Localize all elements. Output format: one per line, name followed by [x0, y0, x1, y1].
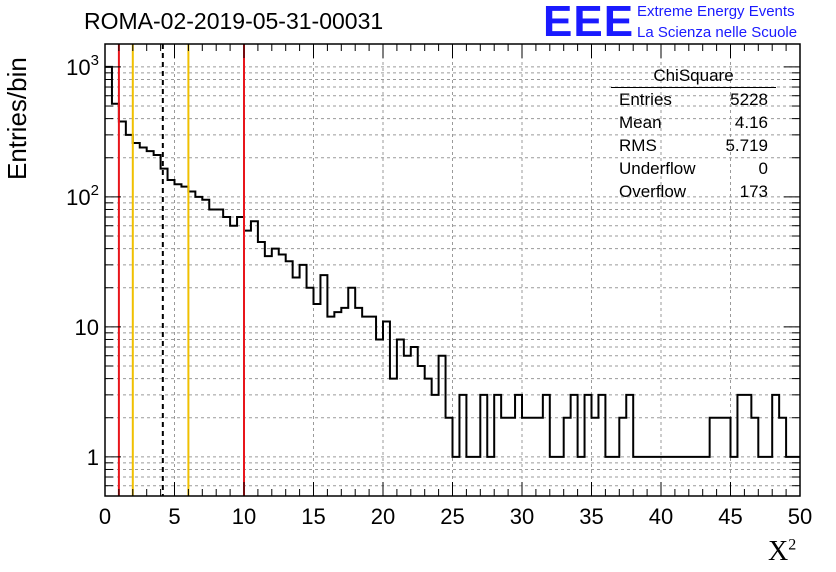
stats-row-entries: Entries 5228	[611, 88, 776, 111]
x-axis-ticks: 0 5 10 15 20 25 30 35 40 45 50	[99, 44, 812, 529]
y-tick-label: 10	[75, 315, 99, 340]
stats-value: 173	[739, 182, 768, 201]
stats-label: Entries	[619, 90, 672, 109]
stats-label: Mean	[619, 113, 662, 132]
x-tick-label: 5	[168, 504, 180, 529]
x-axis-label-base: X	[768, 536, 789, 567]
stats-row-overflow: Overflow 173	[611, 180, 776, 203]
stats-value: 0	[758, 159, 768, 178]
stats-label: Underflow	[619, 159, 696, 178]
stats-value: 5.719	[725, 136, 768, 155]
eee-logo: EEE	[543, 0, 635, 46]
histogram-series	[105, 65, 800, 458]
stats-value: 4.16	[734, 113, 768, 132]
logo-line-2: La Scienza nelle Scuole	[637, 24, 798, 41]
histogram-line	[105, 65, 800, 458]
stats-label: Overflow	[619, 182, 687, 201]
x-tick-label: 30	[510, 504, 534, 529]
stats-box: ChiSquare Entries 5228 Mean 4.16 RMS 5.719 …	[611, 66, 776, 203]
y-tick-label: 103	[66, 52, 99, 80]
y-tick-label: 102	[66, 182, 99, 210]
x-tick-label: 45	[718, 504, 742, 529]
x-tick-label: 0	[99, 504, 111, 529]
x-tick-label: 50	[788, 504, 812, 529]
y-axis-ticks: 1 10 102 103	[66, 52, 800, 497]
x-tick-label: 40	[649, 504, 673, 529]
x-tick-label: 35	[579, 504, 603, 529]
x-tick-label: 10	[232, 504, 256, 529]
stats-row-mean: Mean 4.16	[611, 111, 776, 134]
reference-lines	[117, 44, 245, 496]
stats-title: ChiSquare	[611, 66, 776, 88]
chart-title: ROMA-02-2019-05-31-00031	[84, 8, 384, 34]
grid-lines	[105, 44, 800, 496]
y-axis-label: Entries/bin	[2, 57, 32, 180]
x-axis-label-superscript: 2	[788, 536, 797, 554]
x-axis-label: X2	[768, 536, 796, 568]
y-tick-label: 1	[87, 445, 99, 470]
x-tick-label: 25	[440, 504, 464, 529]
logo-line-1: Extreme Energy Events	[637, 3, 795, 20]
stats-row-rms: RMS 5.719	[611, 134, 776, 157]
stats-value: 5228	[730, 90, 768, 109]
x-tick-label: 15	[301, 504, 325, 529]
stats-label: RMS	[619, 136, 657, 155]
x-tick-label: 20	[371, 504, 395, 529]
stats-row-underflow: Underflow 0	[611, 157, 776, 180]
